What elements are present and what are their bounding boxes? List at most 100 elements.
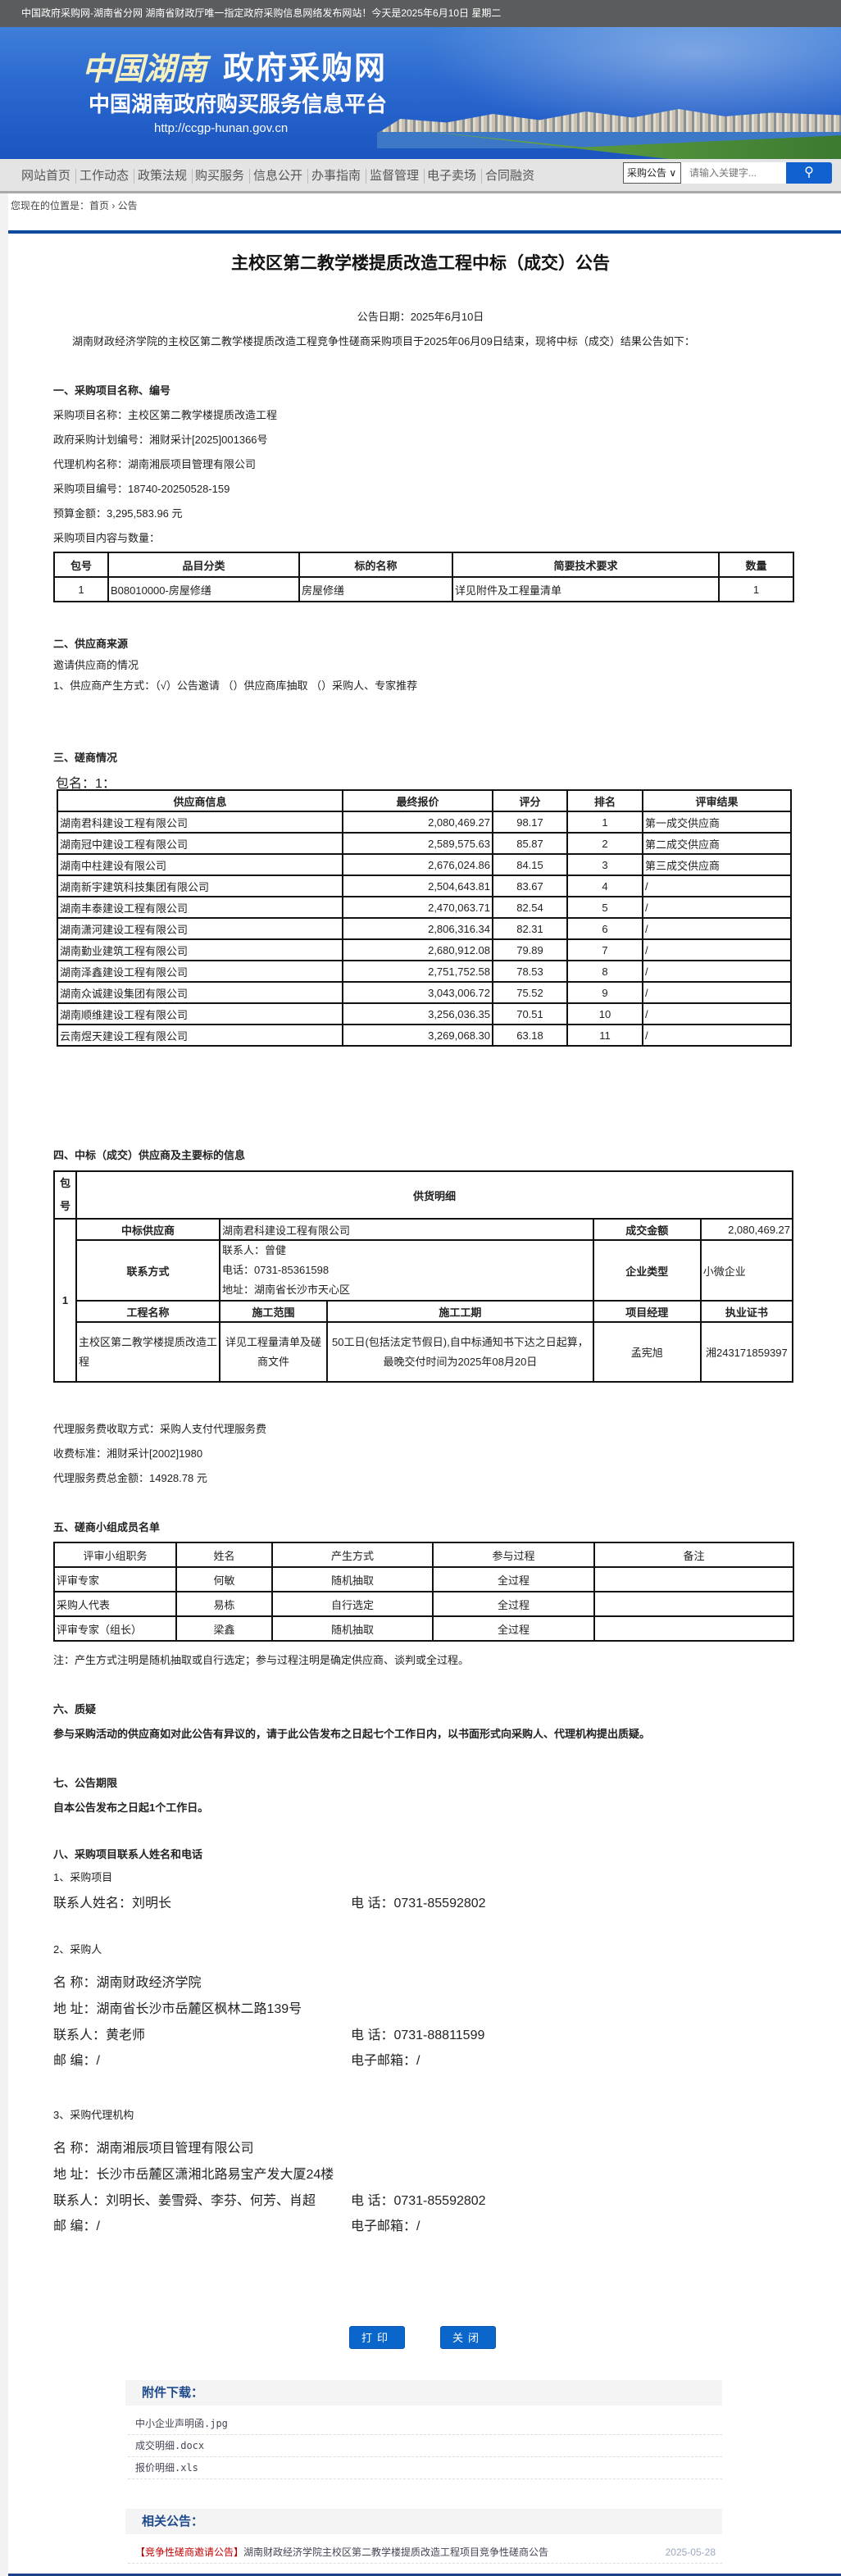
nav-item-news[interactable]: 工作动态 xyxy=(80,169,135,184)
cell: 2,676,024.86 xyxy=(342,853,493,876)
bids-table: 供应商信息 最终报价 评分 排名 评审结果 湖南君科建设工程有限公司 2,080,469.… xyxy=(57,789,792,1047)
info-line: 代理服务费收取方式：采购人支付代理服务费 xyxy=(53,1423,267,1435)
breadcrumb: 您现在的位置是：首页 › 公告 xyxy=(11,200,138,211)
nav-item-disclosure[interactable]: 信息公开 xyxy=(253,169,309,184)
cell: 3 xyxy=(566,853,643,876)
nav-item-guide[interactable]: 办事指南 xyxy=(311,169,367,184)
cell: 湖南冠中建设工程有限公司 xyxy=(57,832,343,855)
section-heading: 四、中标（成交）供应商及主要标的信息 xyxy=(53,1149,246,1161)
print-button[interactable]: 打印 xyxy=(349,2326,405,2349)
cell: 第三成交供应商 xyxy=(642,853,792,876)
cell: 83.67 xyxy=(492,875,568,897)
nav-item-supervision[interactable]: 监督管理 xyxy=(370,169,425,184)
info-line: 政府采购计划编号：湘财采计[2025]001366号 xyxy=(53,434,268,446)
cell: 第一成交供应商 xyxy=(642,811,792,834)
sub-heading: 3、采购代理机构 xyxy=(53,2109,134,2121)
site-url: http://ccgp-hunan.gov.cn xyxy=(154,121,289,135)
related-item[interactable]: 【竞争性磋商邀请公告】湖南财政经济学院主校区第二教学楼提质改造工程项目竞争性磋商… xyxy=(128,2542,722,2564)
cell-label: 联系方式 xyxy=(75,1239,220,1302)
table-row: 湖南潇河建设工程有限公司 2,806,316.34 82.31 6/ xyxy=(57,917,792,940)
cell: 3,269,068.30 xyxy=(342,1024,493,1047)
col-header: 包号 xyxy=(53,552,109,578)
close-button[interactable]: 关闭 xyxy=(440,2326,496,2349)
related-tag: 【竞争性磋商邀请公告】 xyxy=(135,2546,244,2558)
cell: 湘243171859397 xyxy=(699,1321,794,1383)
cell: 详见附件及工程量清单 xyxy=(452,576,720,602)
cell: / xyxy=(642,938,792,961)
table-row: 湖南君科建设工程有限公司 2,080,469.27 98.17 1 第一成交供应商 xyxy=(57,811,792,834)
cell: 1 xyxy=(53,1218,77,1383)
cell: 85.87 xyxy=(492,832,568,855)
info-line: 采购项目内容与数量： xyxy=(53,532,161,544)
related-header: 相关公告： xyxy=(125,2509,722,2534)
cell: 10 xyxy=(566,1002,643,1025)
section-heading: 六、质疑 xyxy=(53,1703,97,1715)
cell: 湖南丰泰建设工程有限公司 xyxy=(57,896,343,919)
cell: 3,043,006.72 xyxy=(342,981,493,1004)
cell: / xyxy=(642,981,792,1004)
cell xyxy=(593,1591,794,1617)
sub-heading: 1、采购项目 xyxy=(53,1871,113,1883)
period-text: 自本公告发布之日起1个工作日。 xyxy=(53,1801,209,1814)
cell: 2,806,316.34 xyxy=(342,917,493,940)
panel-table: 评审小组职务 姓名 产生方式 参与过程 备注 评审专家 何敏 随机抽取 全过程 采购人代表 易栋自… xyxy=(53,1542,794,1642)
cell: 何敏 xyxy=(175,1566,273,1592)
contact-phone: 电话：0731-85361598 xyxy=(222,1264,330,1276)
cell: 房屋修缮 xyxy=(298,576,453,602)
search-category-select[interactable]: 采购公告 ∨ xyxy=(623,162,681,184)
info-line: 代理机构名称：湖南湘辰项目管理有限公司 xyxy=(53,458,257,470)
col-header: 施工工期 xyxy=(326,1300,594,1323)
attachment-link[interactable]: 报价明细.xls xyxy=(128,2457,722,2479)
cell: 2,080,469.27 xyxy=(699,1218,794,1241)
cell: 7 xyxy=(566,938,643,961)
cell-label: 中标供应商 xyxy=(75,1218,220,1241)
section-heading: 五、磋商小组成员名单 xyxy=(53,1521,161,1533)
project-phone: 电 话：0731-85592802 xyxy=(351,1897,486,1910)
search-input[interactable] xyxy=(681,162,786,184)
attachment-link[interactable]: 成交明细.docx xyxy=(128,2435,722,2457)
nav-item-policy[interactable]: 政策法规 xyxy=(138,169,193,184)
section-heading: 八、采购项目联系人姓名和电话 xyxy=(53,1848,203,1860)
nav-item-emall[interactable]: 电子卖场 xyxy=(427,169,483,184)
cell: 梁鑫 xyxy=(175,1615,273,1642)
buyer-address: 地 址：湖南省长沙市岳麓区枫林二路139号 xyxy=(53,2002,302,2016)
agency-address: 地 址：长沙市岳麓区潇湘北路易宝产发大厦24楼 xyxy=(53,2168,334,2182)
cell: 4 xyxy=(566,875,643,897)
cell-label: 企业类型 xyxy=(592,1239,702,1302)
cell: 孟宪旭 xyxy=(592,1321,702,1383)
cell: 2 xyxy=(566,832,643,855)
notice-date: 公告日期：2025年6月10日 xyxy=(357,311,484,323)
attachment-link[interactable]: 中小企业声明函.jpg xyxy=(128,2413,722,2435)
agency-postcode: 邮 编：/ xyxy=(53,2219,100,2233)
cell: 湖南潇河建设工程有限公司 xyxy=(57,917,343,940)
cell: 70.51 xyxy=(492,1002,568,1025)
cell: 湖南勤业建筑工程有限公司 xyxy=(57,938,343,961)
nav-item-services[interactable]: 购买服务 xyxy=(195,169,251,184)
nav-item-finance[interactable]: 合同融资 xyxy=(485,169,535,183)
cell: 湖南众诚建设集团有限公司 xyxy=(57,981,343,1004)
nav-item-home[interactable]: 网站首页 xyxy=(21,169,77,184)
buyer-contact: 联系人：黄老师 xyxy=(53,2029,146,2042)
section-heading: 二、供应商来源 xyxy=(53,638,129,650)
sub-heading: 2、采购人 xyxy=(53,1943,102,1956)
page-title: 主校区第二教学楼提质改造工程中标（成交）公告 xyxy=(231,254,610,273)
table-row: 湖南丰泰建设工程有限公司 2,470,063.71 82.54 5/ xyxy=(57,896,792,919)
agency-phone: 电 话：0731-85592802 xyxy=(351,2194,486,2208)
search-button[interactable]: ⚲ xyxy=(786,162,832,184)
col-header: 简要技术要求 xyxy=(452,552,720,578)
cell: 98.17 xyxy=(492,811,568,834)
buyer-email: 电子邮箱：/ xyxy=(351,2054,420,2068)
cell: 6 xyxy=(566,917,643,940)
col-header: 最终报价 xyxy=(342,789,493,812)
cell: 11 xyxy=(566,1024,643,1047)
cell: / xyxy=(642,1002,792,1025)
col-header: 评审结果 xyxy=(642,789,792,812)
cell: 全过程 xyxy=(432,1566,595,1592)
agency-email: 电子邮箱：/ xyxy=(351,2219,420,2233)
cell: 小微企业 xyxy=(699,1239,794,1302)
info-line: 收费标准：湘财采计[2002]1980 xyxy=(53,1447,203,1460)
cell: 82.54 xyxy=(492,896,568,919)
cell: 1 xyxy=(566,811,643,834)
info-line: 采购项目编号：18740-20250528-159 xyxy=(53,483,230,495)
related-title[interactable]: 湖南财政经济学院主校区第二教学楼提质改造工程项目竞争性磋商公告 xyxy=(243,2546,549,2558)
